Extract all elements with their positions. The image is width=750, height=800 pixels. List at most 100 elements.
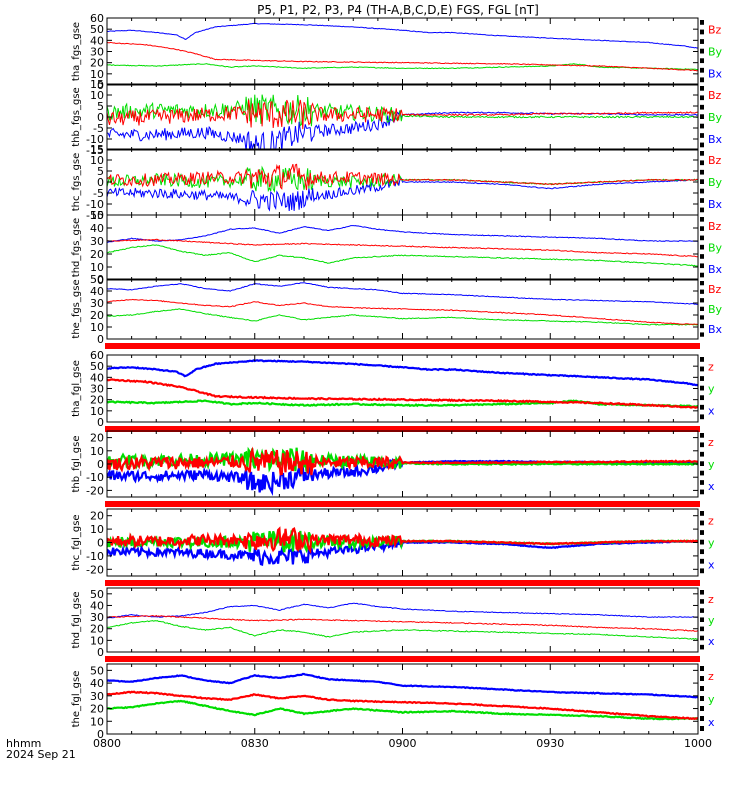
legend-Bz: Bz: [708, 89, 722, 102]
edge-mark: [700, 169, 704, 175]
edge-mark: [700, 151, 704, 156]
edge-mark: [700, 254, 704, 259]
legend-Bx: Bx: [708, 263, 723, 276]
y-tick-label: 10: [90, 261, 104, 274]
series-x-line: [107, 602, 698, 619]
edge-mark: [700, 716, 704, 721]
edge-mark: [700, 58, 704, 64]
legend-z: z: [708, 436, 714, 449]
y-tick-label: 10: [90, 715, 104, 728]
y-tick-label: 15: [90, 78, 104, 91]
legend-y: y: [708, 458, 715, 471]
legend-Bz: Bz: [708, 154, 722, 167]
y-tick-label: 0: [97, 111, 104, 124]
data-quality-bar: [105, 343, 700, 349]
y-tick-label: 0: [97, 274, 104, 287]
y-axis-label: thb_fgl_gse: [71, 436, 82, 493]
series-z-line: [107, 690, 698, 721]
series-Bz-line: [107, 298, 698, 325]
edge-mark: [700, 188, 704, 194]
y-tick-label: 40: [90, 371, 104, 384]
y-tick-label: 50: [90, 360, 104, 373]
y-tick-label: 0: [97, 728, 104, 741]
edge-mark: [700, 626, 704, 632]
edge-mark: [700, 666, 704, 671]
edge-mark: [700, 549, 704, 555]
plot-frame: [106, 354, 699, 423]
y-tick-label: 0: [97, 416, 104, 429]
series-Bz-line: [107, 238, 698, 258]
legend-Bx: Bx: [708, 323, 723, 336]
x-tick-label: 0830: [241, 737, 269, 750]
y-tick-label: 10: [90, 405, 104, 418]
y-tick-label: 10: [90, 89, 104, 102]
edge-mark: [700, 470, 704, 476]
edge-mark: [700, 599, 704, 604]
y-tick-label: 0: [97, 646, 104, 659]
y-axis-label: tha_fgl_gse: [71, 360, 82, 417]
legend-y: y: [708, 693, 715, 706]
y-tick-label: 20: [90, 703, 104, 716]
edge-mark: [700, 306, 704, 311]
y-tick-label: 0: [97, 333, 104, 346]
y-tick-label: 60: [90, 12, 104, 25]
legend-z: z: [708, 593, 714, 606]
y-axis-label: thc_fgl_gse: [71, 514, 82, 570]
y-tick-label: -5: [93, 187, 104, 200]
legend-z: z: [708, 360, 714, 373]
y-tick-label: 20: [90, 510, 104, 523]
edge-mark: [700, 480, 704, 485]
edge-mark: [700, 644, 704, 650]
y-tick-label: 20: [90, 623, 104, 636]
legend-Bz: Bz: [708, 220, 722, 233]
y-axis-label: thd_fgs_gse: [71, 218, 82, 277]
edge-mark: [700, 706, 704, 711]
y-tick-label: -5: [93, 122, 104, 135]
edge-mark: [700, 272, 704, 278]
edge-mark: [700, 461, 704, 466]
y-axis-label: thc_fgs_gse: [71, 153, 82, 212]
series-z-line: [107, 446, 698, 476]
edge-mark: [700, 726, 704, 731]
edge-mark: [700, 404, 704, 410]
series-y-line: [107, 399, 698, 408]
edge-mark: [700, 568, 704, 574]
legend-x: x: [708, 559, 715, 572]
y-tick-label: -10: [86, 550, 104, 563]
plot-frame: [106, 17, 699, 86]
legend-z: z: [708, 514, 714, 527]
legend-Bx: Bx: [708, 198, 723, 211]
edge-mark: [700, 160, 704, 166]
edge-mark: [700, 357, 704, 362]
x-tick-label: 0900: [389, 737, 417, 750]
y-tick-label: 0: [97, 537, 104, 550]
legend-x: x: [708, 635, 715, 648]
series-x-line: [107, 672, 698, 699]
y-tick-label: 20: [90, 57, 104, 70]
y-tick-label: -10: [86, 133, 104, 146]
y-tick-label: 10: [90, 154, 104, 167]
edge-mark: [700, 298, 704, 303]
time-axis-label: hhmm: [6, 737, 41, 750]
series-By-line: [107, 63, 698, 71]
y-axis-label: tha_fgs_gse: [71, 22, 82, 81]
y-axis-label: thd_fgl_gse: [71, 592, 82, 649]
edge-mark: [700, 442, 704, 448]
figure-title: P5, P1, P2, P3, P4 (TH-A,B,C,D,E) FGS, F…: [257, 3, 539, 17]
y-tick-label: 30: [90, 690, 104, 703]
series-y-line: [107, 620, 698, 640]
legend-x: x: [708, 480, 715, 493]
edge-mark: [700, 39, 704, 44]
y-tick-label: 60: [90, 349, 104, 362]
edge-mark: [700, 385, 704, 391]
y-tick-label: 50: [90, 273, 104, 286]
legend-Bz: Bz: [708, 23, 722, 36]
legend-x: x: [708, 405, 715, 418]
y-tick-label: 30: [90, 383, 104, 396]
